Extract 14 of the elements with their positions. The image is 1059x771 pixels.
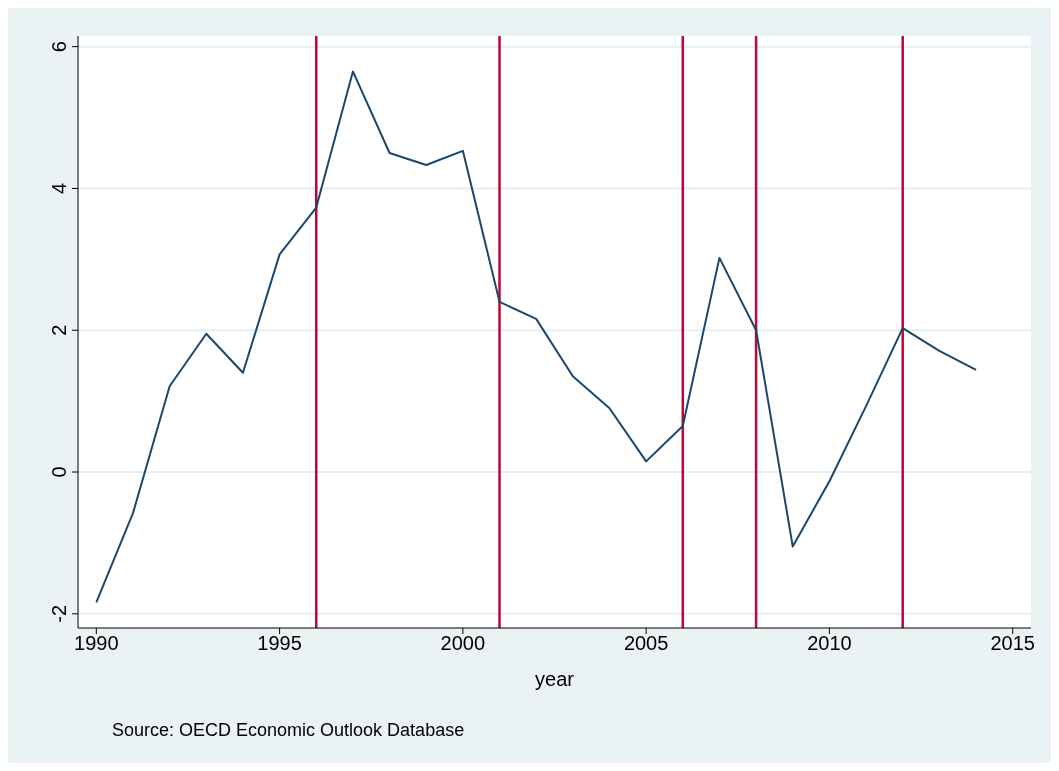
x-axis-title: year [535, 668, 575, 690]
x-tick-label: 2005 [623, 632, 669, 655]
y-tick-label: -2 [48, 604, 70, 623]
source-note: Source: OECD Economic Outlook Database [112, 720, 465, 741]
y-tick-label: 2 [48, 324, 70, 336]
x-tick-label: 1995 [257, 632, 302, 655]
line-series [95, 70, 978, 604]
y-tick-label: 0 [48, 466, 70, 478]
y-tick-label: 6 [48, 41, 70, 53]
x-tick-label: 2010 [807, 632, 852, 655]
y-tick-label: 4 [48, 182, 70, 194]
x-tick-label: 2015 [990, 632, 1035, 655]
x-tick-label: 1990 [74, 632, 119, 655]
x-tick-label: 2000 [440, 632, 486, 655]
